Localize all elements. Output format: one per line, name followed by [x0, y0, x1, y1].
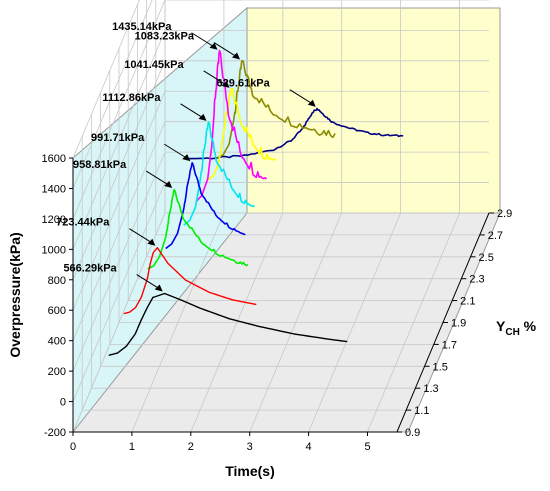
peak-label: 1041.45kPa [124, 59, 184, 71]
grid-lines [72, 0, 489, 433]
z-axis-title: YCH % [496, 318, 537, 338]
peak-arrow-line [136, 274, 161, 290]
series-line [195, 49, 268, 203]
y-tick-label: 600 [48, 305, 66, 317]
peak-label: 566.29kPa [63, 263, 117, 275]
z-gridline [118, 48, 443, 323]
series-line [123, 247, 257, 315]
y-tick-label: 1000 [42, 244, 66, 256]
peak-arrow-head [209, 42, 218, 50]
x-tick-label: 2 [188, 441, 194, 453]
z-gridline [81, 136, 407, 411]
peak-arrow-head [182, 154, 191, 162]
series-lines [108, 49, 404, 356]
peak-arrow-head [307, 99, 316, 107]
peak-arrow-head [154, 284, 163, 292]
y-gridline [72, 0, 153, 189]
z-axis-title-main: Y [496, 318, 506, 334]
y-tick-label: 400 [48, 336, 66, 348]
peak-arrow-line [289, 89, 315, 106]
tick-labels: 0 1 2 3 4 5 -200 0 200 400 600 800 1000 1200 1400 1600 0… [42, 153, 513, 453]
peak-arrow-head [198, 113, 207, 121]
y-tick-label: -200 [44, 427, 66, 439]
z-gridline [100, 92, 425, 367]
y-tick-label: 200 [48, 366, 66, 378]
peak-arrow-head [164, 181, 173, 189]
y-gridline [72, 0, 489, 220]
y-tick-label: 1600 [42, 153, 66, 165]
series-line [165, 162, 246, 250]
peak-arrow-line [129, 228, 154, 245]
series-line [216, 59, 336, 159]
peak-arrow-line [213, 42, 239, 58]
z-tick-label: 2.3 [469, 274, 484, 286]
axes [69, 157, 494, 436]
z-tick-label: 1.3 [423, 383, 438, 395]
z-tick-label: 1.1 [414, 405, 429, 417]
peak-arrow-line [191, 32, 216, 49]
peak-arrow-line [163, 143, 189, 160]
z-gridline [164, 0, 489, 214]
z-gridline [109, 70, 434, 345]
x-tick-label: 4 [306, 441, 312, 453]
peak-arrow-head [221, 80, 230, 88]
peak-label: 629.61kPa [217, 78, 271, 90]
peak-label: 958.81kPa [73, 159, 127, 171]
peak-arrow-head [232, 52, 241, 60]
back-wall-plane [246, 7, 501, 214]
z-tick-label: 2.7 [488, 230, 503, 242]
series-line [147, 188, 249, 270]
x-tick-label: 3 [247, 441, 253, 453]
z-tick-label: 2.5 [479, 252, 494, 264]
series-line [207, 87, 277, 181]
z-gridline [136, 4, 462, 280]
z-axis-title-suffix: % [520, 318, 537, 334]
z-tick-label: 0.9 [405, 427, 420, 439]
peak-label: 1112.86kPa [102, 92, 161, 104]
y-tick-label: 1200 [42, 214, 66, 226]
peak-label: 991.71kPa [91, 132, 145, 144]
series-line [108, 292, 348, 356]
peak-label: 1083.23kPa [135, 31, 195, 43]
z-tick-label: 1.9 [451, 318, 466, 330]
z-tick-label: 2.9 [497, 208, 512, 220]
z-gridline [127, 26, 453, 302]
series-line [185, 107, 404, 160]
y-tick-label: 800 [48, 275, 66, 287]
y-tick-label: 1400 [42, 183, 66, 195]
y-gridline [72, 0, 140, 159]
z-gridline [91, 114, 416, 389]
peak-arrow-line [145, 170, 171, 187]
y-axis-title: Overpressure(kPa) [7, 232, 23, 357]
series-line [183, 121, 255, 226]
y-tick-label: 0 [60, 397, 66, 409]
z-gridline [146, 0, 471, 258]
z-tick-label: 1.5 [433, 361, 448, 373]
peak-label: 1435.14kPa [112, 21, 172, 33]
z-gridline [155, 0, 480, 236]
x-tick-label: 0 [70, 441, 76, 453]
peak-annotations: 629.61kPa 1083.23kPa 1041.45kPa 1435.14kPa 1… [56, 21, 316, 292]
peak-arrow-head [147, 238, 156, 246]
peak-arrow-line [180, 103, 205, 120]
x-axis-title: Time(s) [225, 463, 275, 479]
z-tick-label: 2.1 [460, 296, 475, 308]
peak-label: 723.44kPa [56, 217, 110, 229]
x-tick-label: 5 [364, 441, 370, 453]
peak-arrow-line [203, 70, 228, 87]
z-tick-label: 1.7 [442, 339, 457, 351]
z-axis-title-sub: CH [505, 327, 519, 338]
x-tick-label: 1 [129, 441, 135, 453]
